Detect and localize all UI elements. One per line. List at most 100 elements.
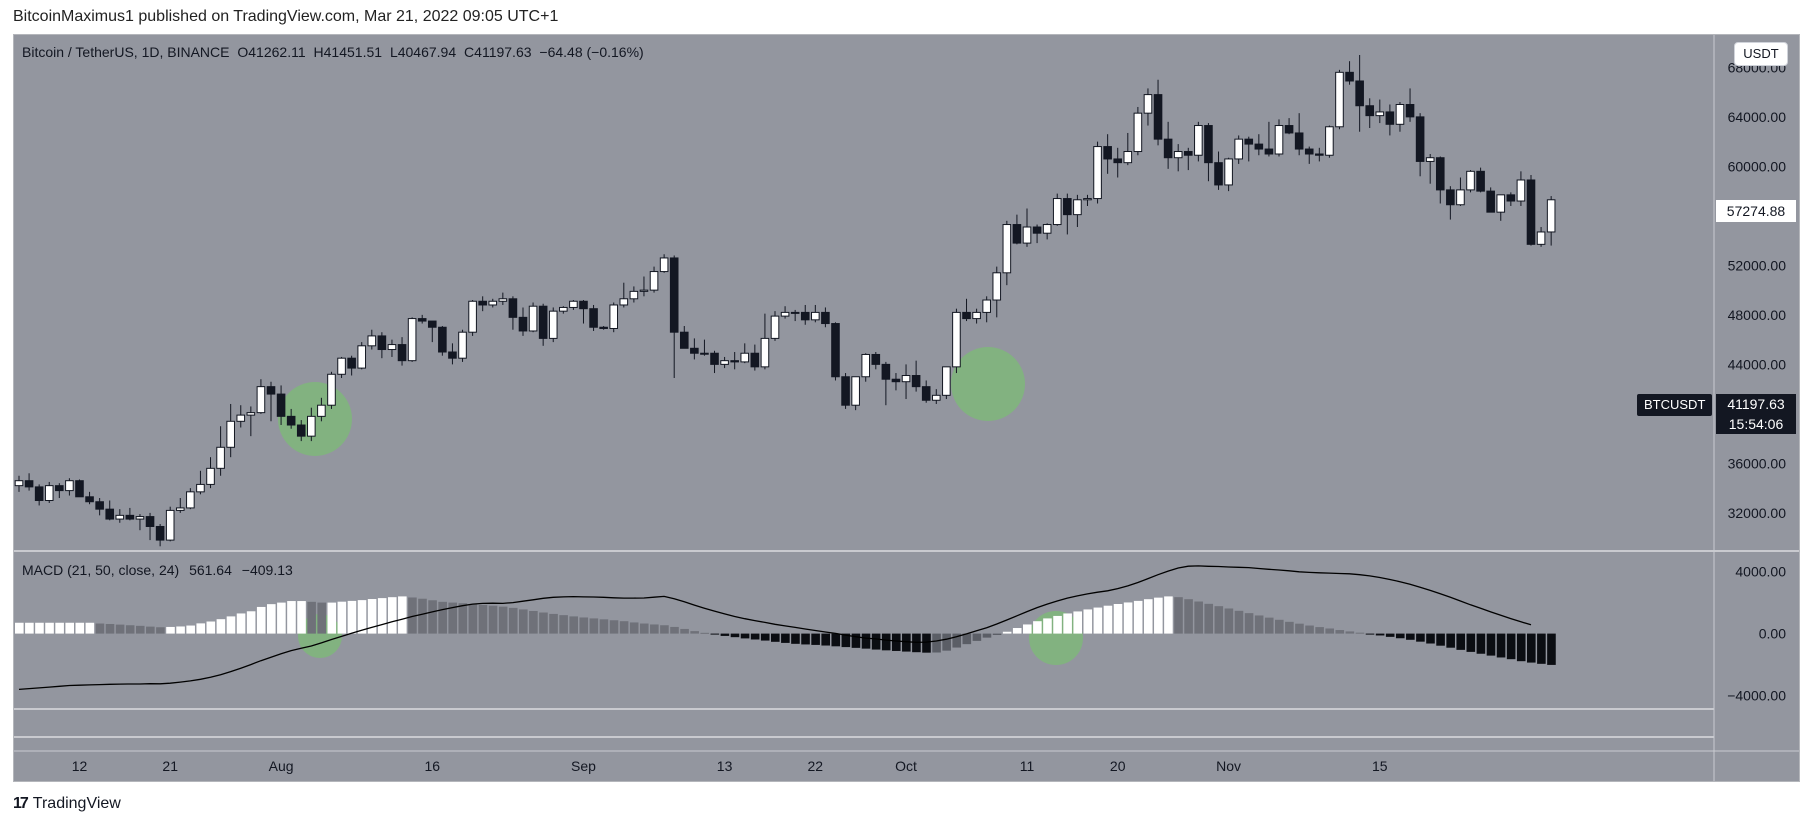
macd-bar: [519, 609, 528, 634]
candle: [891, 373, 901, 391]
candle-body: [1294, 132, 1304, 150]
time-label: 13: [717, 758, 733, 774]
currency-button[interactable]: USDT: [1734, 42, 1788, 66]
candle: [1163, 121, 1173, 169]
macd-bar: [881, 633, 891, 651]
macd-bar: [1043, 618, 1052, 634]
price-tick: 64000.00: [1728, 109, 1787, 125]
macd-histogram: [15, 596, 1556, 665]
macd-bar: [156, 627, 165, 634]
candle: [811, 304, 820, 323]
macd-bar: [186, 625, 195, 634]
close-label: C: [464, 44, 475, 60]
candle: [1012, 214, 1022, 245]
candle: [579, 300, 588, 324]
candle-body: [1355, 80, 1364, 107]
candle-body: [1446, 189, 1455, 206]
candle-body: [750, 352, 760, 368]
candle: [770, 311, 780, 341]
footer-logo[interactable]: 17 TradingView: [13, 795, 121, 813]
candle: [357, 342, 367, 370]
macd-bar: [15, 622, 24, 634]
candle: [236, 405, 246, 428]
candle-body: [65, 480, 74, 492]
symbol-header: Bitcoin / TetherUS, 1D, BINANCE O41262.1…: [22, 44, 648, 60]
candle-body: [508, 298, 518, 318]
candle-body: [821, 311, 830, 325]
candle: [276, 385, 286, 426]
candle: [619, 282, 629, 308]
candle-body: [740, 352, 750, 363]
candle-body: [1496, 194, 1506, 213]
macd-bar: [539, 612, 548, 634]
candle: [387, 339, 397, 357]
candle-body: [95, 501, 104, 510]
candle: [85, 491, 94, 505]
macd-bar: [35, 622, 44, 634]
time-label: 20: [1110, 758, 1126, 774]
candle: [135, 514, 145, 531]
candle: [44, 481, 54, 503]
candle-body: [1274, 125, 1284, 155]
candle: [1335, 69, 1344, 130]
macd-bar: [1123, 602, 1133, 634]
macd-bar: [1113, 603, 1123, 634]
candle-body: [427, 320, 437, 328]
candle-body: [1113, 158, 1123, 164]
symbol-name[interactable]: Bitcoin / TetherUS, 1D, BINANCE: [22, 44, 230, 60]
candle-body: [780, 311, 790, 317]
candle-body: [44, 485, 54, 501]
candle: [569, 300, 578, 310]
candle-body: [448, 351, 457, 359]
macd-bar: [569, 616, 578, 634]
candle-body: [599, 326, 608, 329]
candle: [659, 254, 669, 273]
macd-bar: [700, 632, 710, 634]
macd-bar: [730, 633, 740, 638]
candle: [831, 322, 840, 381]
macd-bar: [65, 622, 74, 634]
candle-body: [569, 300, 578, 308]
footer-brand: TradingView: [32, 795, 121, 812]
candle: [266, 381, 276, 422]
macd-bar: [1537, 633, 1546, 664]
candle-body: [1526, 179, 1536, 245]
candle-body: [1163, 138, 1173, 159]
macd-bar: [347, 600, 357, 634]
macd-bar: [196, 623, 206, 634]
candle-body: [710, 352, 719, 365]
candle: [1446, 186, 1455, 220]
candle-body: [1345, 71, 1354, 82]
candle-body: [1234, 138, 1243, 160]
candle-body: [1022, 226, 1032, 244]
candle-body: [165, 509, 175, 541]
candle: [538, 303, 548, 346]
macd-bar: [1275, 619, 1284, 634]
candle: [508, 296, 518, 330]
candle-body: [1425, 157, 1435, 162]
macd-bar: [1073, 611, 1082, 634]
macd-bar: [1516, 633, 1526, 662]
candle-body: [417, 318, 427, 322]
price-marker-label: 57274.88: [1716, 200, 1796, 222]
macd-bar: [1456, 633, 1466, 650]
candle: [1345, 61, 1354, 85]
candle: [75, 479, 84, 498]
candle-body: [438, 326, 447, 353]
candle: [1052, 193, 1062, 226]
candle-body: [115, 514, 125, 520]
macd-bar: [95, 623, 105, 634]
candle-body: [921, 386, 931, 401]
macd-bar: [1375, 633, 1385, 636]
macd-bar: [529, 610, 538, 634]
time-label: Sep: [571, 758, 596, 774]
candle: [327, 371, 336, 409]
macd-bar: [508, 607, 518, 634]
macd-title[interactable]: MACD (21, 50, close, 24): [22, 562, 180, 578]
candle-body: [942, 366, 951, 396]
macd-bar: [458, 603, 468, 634]
candle-body: [407, 318, 417, 362]
candle: [468, 300, 477, 336]
macd-bar: [771, 633, 780, 642]
